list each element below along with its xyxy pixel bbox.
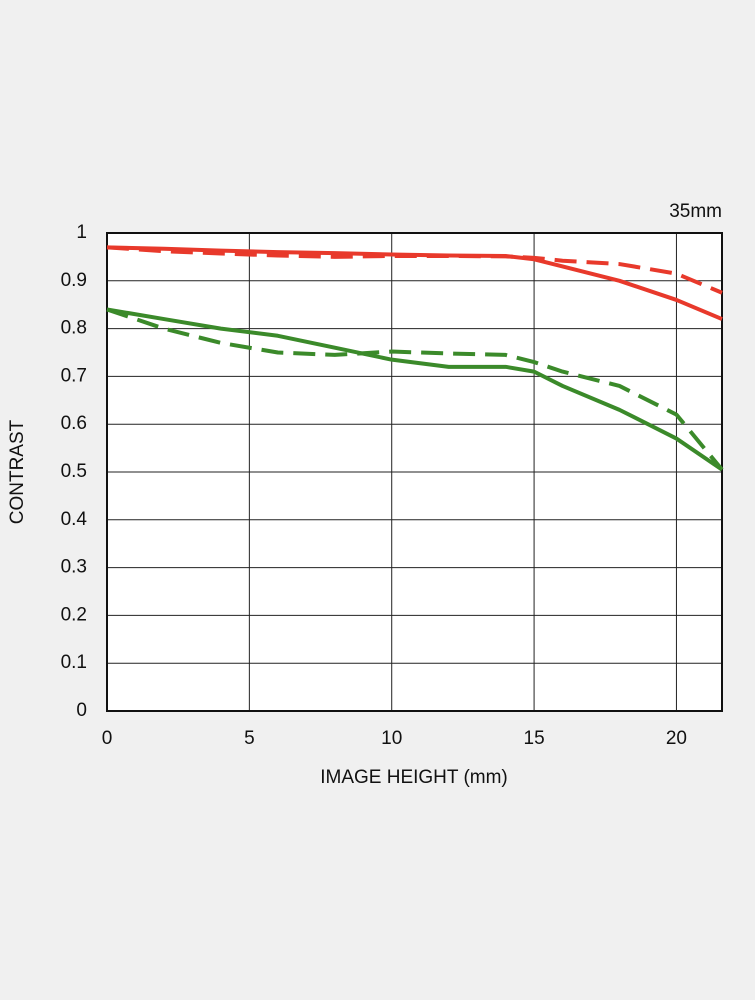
y-tick-label: 0.5 <box>61 461 87 482</box>
y-tick-label: 0.3 <box>61 557 87 578</box>
x-tick-label: 20 <box>666 728 687 749</box>
y-axis-label: CONTRAST <box>7 419 28 524</box>
line-series <box>106 307 724 471</box>
y-tick-label: 0 <box>76 700 87 721</box>
y-tick-label: 0.2 <box>61 604 87 625</box>
y-tick-label: 0.8 <box>61 318 87 339</box>
y-tick-label: 0.1 <box>61 652 87 673</box>
x-axis-label: IMAGE HEIGHT (mm) <box>320 767 508 788</box>
line-series <box>106 307 724 472</box>
x-tick-label: 10 <box>381 728 402 749</box>
y-tick-label: 0.4 <box>61 509 88 530</box>
y-tick-label: 1 <box>76 222 87 243</box>
annotation: 35mm <box>669 201 722 222</box>
plot-frame <box>106 232 723 712</box>
y-tick-label: 0.9 <box>61 270 87 291</box>
y-tick-label: 0.7 <box>61 365 87 386</box>
x-tick-label: 15 <box>524 728 545 749</box>
x-tick-label: 0 <box>102 728 113 749</box>
y-tick-label: 0.6 <box>61 413 87 434</box>
x-tick-label: 5 <box>244 728 255 749</box>
line-series <box>106 245 723 295</box>
